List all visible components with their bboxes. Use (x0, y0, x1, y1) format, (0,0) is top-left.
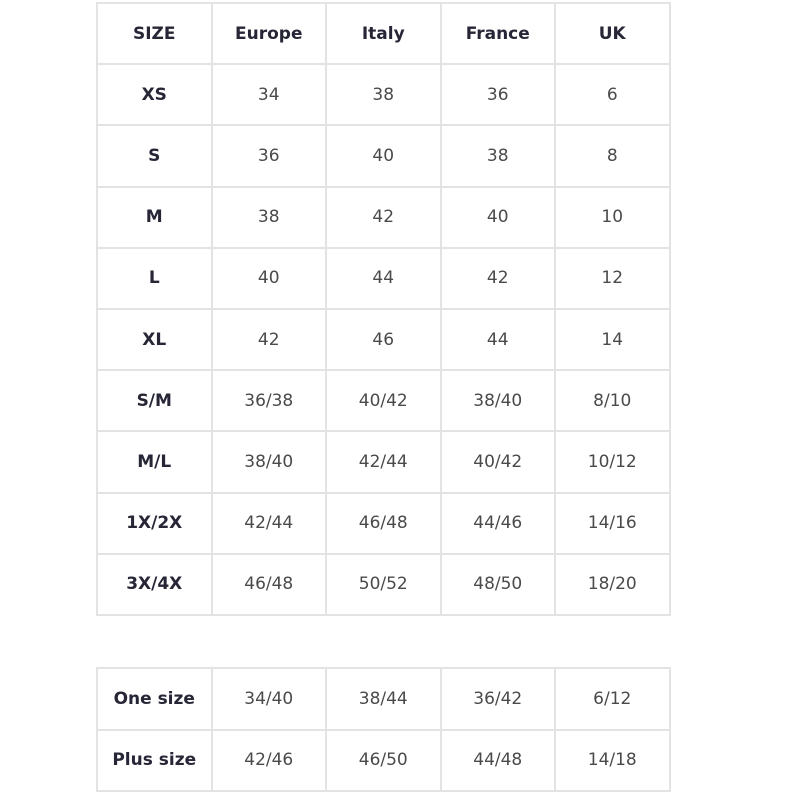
size-value-cell: 40 (210, 246, 327, 310)
size-label-cell: XS (96, 63, 213, 127)
column-header: Europe (210, 1, 327, 66)
size-label-cell: 3X/4X (96, 552, 213, 616)
size-label-cell: Plus size (96, 728, 213, 792)
size-value-cell: 42 (210, 307, 327, 372)
size-value-cell: 38 (325, 63, 442, 127)
size-value-cell: 48/50 (439, 552, 556, 616)
size-value-cell: 46 (325, 307, 442, 372)
table-row: 3X/4X 46/48 50/52 48/50 18/20 (96, 552, 671, 616)
size-value-cell: 36/42 (439, 667, 556, 731)
table-row: One size 34/40 38/44 36/42 6/12 (96, 667, 671, 731)
column-header: Italy (325, 1, 442, 66)
size-value-cell: 44 (439, 307, 556, 372)
size-label-cell: XL (96, 307, 213, 372)
size-value-cell: 38 (210, 185, 327, 249)
table-row: M/L 38/40 42/44 40/42 10/12 (96, 430, 671, 494)
table-row: Plus size 42/46 46/50 44/48 14/18 (96, 728, 671, 792)
size-value-cell: 46/50 (325, 728, 442, 792)
header-row: SIZE Europe Italy France UK (96, 1, 671, 66)
size-value-cell: 38/40 (439, 369, 556, 433)
column-header: UK (554, 1, 671, 66)
table-row: S/M 36/38 40/42 38/40 8/10 (96, 369, 671, 433)
size-label-cell: S (96, 124, 213, 188)
table-row: XS 34 38 36 6 (96, 63, 671, 127)
size-value-cell: 36 (210, 124, 327, 188)
table-row: M 38 42 40 10 (96, 185, 671, 249)
size-value-cell: 38 (439, 124, 556, 188)
size-value-cell: 8 (554, 124, 671, 188)
size-value-cell: 14 (554, 307, 671, 372)
size-value-cell: 42/44 (325, 430, 442, 494)
size-value-cell: 50/52 (325, 552, 442, 616)
size-label-cell: M/L (96, 430, 213, 494)
size-value-cell: 40/42 (439, 430, 556, 494)
table-row: S 36 40 38 8 (96, 124, 671, 188)
column-header: France (439, 1, 556, 66)
size-value-cell: 36 (439, 63, 556, 127)
column-header: SIZE (96, 1, 213, 66)
size-value-cell: 42/46 (210, 728, 327, 792)
size-value-cell: 46/48 (210, 552, 327, 616)
size-label-cell: 1X/2X (96, 491, 213, 555)
size-value-cell: 42/44 (210, 491, 327, 555)
size-value-cell: 44 (325, 246, 442, 310)
size-value-cell: 38/44 (325, 667, 442, 731)
table-row: 1X/2X 42/44 46/48 44/46 14/16 (96, 491, 671, 555)
size-value-cell: 40/42 (325, 369, 442, 433)
size-value-cell: 12 (554, 246, 671, 310)
size-label-cell: One size (96, 667, 213, 731)
size-value-cell: 18/20 (554, 552, 671, 616)
size-chart-table: SIZE Europe Italy France UK XS 34 38 36 6 S 36 40 38… (96, 1, 671, 616)
special-sizes-table: One size 34/40 38/44 36/42 6/12 Plus size 42/4… (96, 667, 671, 792)
size-value-cell: 42 (439, 246, 556, 310)
size-value-cell: 42 (325, 185, 442, 249)
table-row: L 40 44 42 12 (96, 246, 671, 310)
size-value-cell: 10/12 (554, 430, 671, 494)
size-value-cell: 14/16 (554, 491, 671, 555)
size-value-cell: 46/48 (325, 491, 442, 555)
size-value-cell: 44/46 (439, 491, 556, 555)
size-value-cell: 44/48 (439, 728, 556, 792)
size-value-cell: 6/12 (554, 667, 671, 731)
size-value-cell: 36/38 (210, 369, 327, 433)
size-value-cell: 34/40 (210, 667, 327, 731)
size-label-cell: S/M (96, 369, 213, 433)
size-value-cell: 6 (554, 63, 671, 127)
table-row: XL 42 46 44 14 (96, 307, 671, 372)
size-value-cell: 8/10 (554, 369, 671, 433)
size-value-cell: 40 (325, 124, 442, 188)
size-value-cell: 14/18 (554, 728, 671, 792)
size-label-cell: L (96, 246, 213, 310)
size-label-cell: M (96, 185, 213, 249)
size-value-cell: 40 (439, 185, 556, 249)
size-value-cell: 10 (554, 185, 671, 249)
size-value-cell: 34 (210, 63, 327, 127)
size-value-cell: 38/40 (210, 430, 327, 494)
